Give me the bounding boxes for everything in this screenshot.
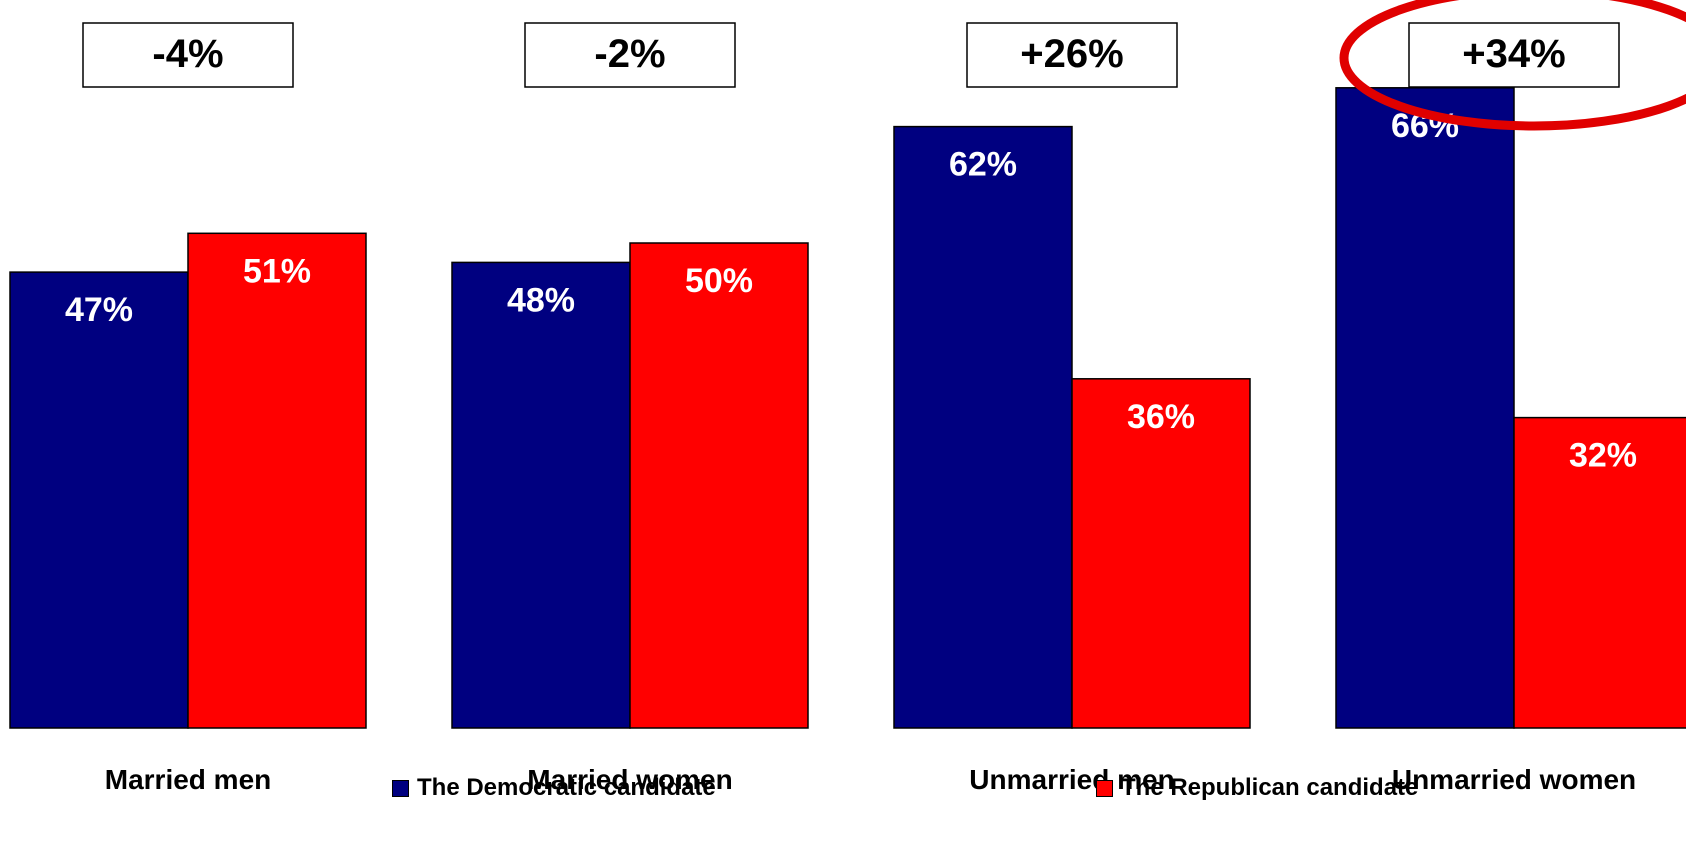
margin-box (1408, 22, 1620, 88)
margin-label: +26% (1020, 32, 1123, 76)
margin-box (966, 22, 1178, 88)
bar-value-label: 48% (507, 281, 575, 319)
legend-swatch-democratic (392, 779, 409, 797)
bar-value-label: 62% (949, 146, 1017, 184)
highlight-ellipse (1339, 0, 1686, 131)
bar-value-label: 32% (1569, 437, 1637, 475)
bar-republican-3 (1513, 416, 1686, 729)
bar-democratic-1 (451, 261, 631, 729)
margin-label: +34% (1462, 32, 1565, 76)
bar-value-label: 47% (65, 291, 133, 329)
legend-label-democratic: The Democratic candidate (417, 774, 716, 801)
margin-box (82, 22, 294, 88)
margin-box (524, 22, 736, 88)
bar-republican-2 (1071, 378, 1251, 729)
bar-democratic-3 (1335, 87, 1515, 729)
category-label: Married men (105, 764, 272, 795)
legend-item-republican: The Republican candidate (1096, 768, 1418, 808)
category-label: Unmarried men (969, 764, 1174, 795)
margin-label: -4% (152, 32, 223, 76)
category-label: Married women (527, 764, 732, 795)
bar-value-label: 36% (1127, 398, 1195, 436)
bar-republican-0 (187, 232, 367, 729)
legend-item-democratic: The Democratic candidate (392, 768, 716, 808)
bar-democratic-2 (893, 125, 1073, 729)
margin-label: -2% (594, 32, 665, 76)
bar-value-label: 51% (243, 252, 311, 290)
legend-label-republican: The Republican candidate (1121, 774, 1419, 801)
category-label: Unmarried women (1392, 764, 1636, 795)
bar-value-label: 50% (685, 262, 753, 300)
legend-swatch-republican (1096, 779, 1113, 797)
bar-democratic-0 (9, 271, 189, 729)
bar-republican-1 (629, 242, 809, 729)
